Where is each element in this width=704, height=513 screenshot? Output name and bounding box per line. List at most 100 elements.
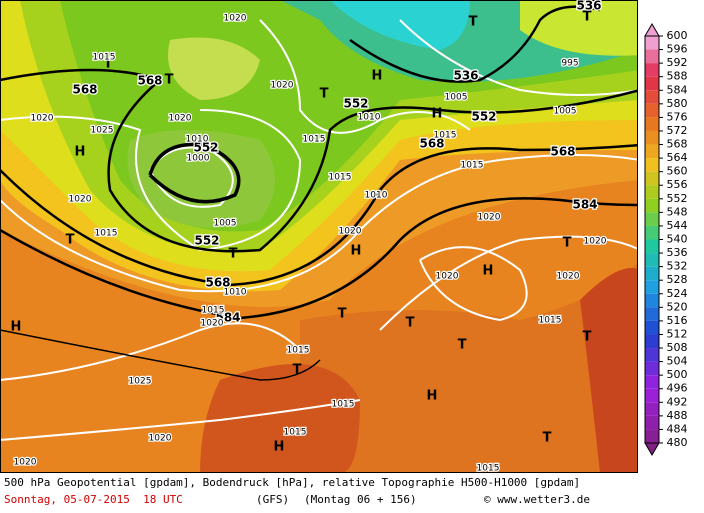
isobar <box>0 322 301 381</box>
isobar-label: 1005 <box>214 219 237 229</box>
isobar-label: 1020 <box>478 213 501 223</box>
isobar-label: 1010 <box>186 135 209 145</box>
isobar-label: 1010 <box>365 191 388 201</box>
isobar-label: 1020 <box>31 114 54 124</box>
isobar-label: 1015 <box>434 131 457 141</box>
height-line <box>0 68 638 253</box>
color-bar-label: 548 <box>667 205 688 218</box>
color-swatch <box>645 388 659 403</box>
color-swatch <box>645 117 659 131</box>
geopotential-label: 584 <box>215 311 240 325</box>
isobar-label: 1005 <box>554 107 577 117</box>
isobar-label: 1015 <box>95 229 118 239</box>
color-bar-label: 596 <box>667 43 688 56</box>
color-swatch <box>645 375 659 389</box>
color-bar-label: 544 <box>667 219 688 232</box>
pressure-center: H <box>351 244 362 259</box>
pressure-center: T <box>469 15 478 30</box>
isobar-label: 1020 <box>224 14 247 24</box>
geopotential-label: 552 <box>471 110 496 124</box>
isobar-label: 1015 <box>539 316 562 326</box>
isobar-label: 1010 <box>358 113 381 123</box>
color-swatch <box>645 253 659 267</box>
isobar-label: 1020 <box>149 434 172 444</box>
isobar-label: 1020 <box>584 237 607 247</box>
color-swatch <box>645 158 659 172</box>
color-swatch <box>645 402 659 416</box>
caption-line: 500 hPa Geopotential [gpdam], Bodendruck… <box>4 476 581 489</box>
geopotential-label: 536 <box>453 69 478 83</box>
color-swatch <box>645 198 659 213</box>
isobar-label: 1010 <box>224 288 247 298</box>
color-bar-label: 540 <box>667 233 688 246</box>
pressure-center: T <box>104 57 113 72</box>
color-bar-label: 488 <box>667 409 688 422</box>
color-bar-label: 516 <box>667 314 688 327</box>
color-swatch <box>645 225 659 240</box>
color-bar-label: 528 <box>667 273 688 286</box>
color-bar-label: 536 <box>667 246 688 259</box>
pressure-center: H <box>432 107 443 122</box>
geopotential-label: 568 <box>137 74 162 88</box>
geopotential-label: 536 <box>576 0 601 13</box>
color-bar-frame <box>644 35 660 444</box>
color-swatch <box>645 307 659 321</box>
color-bar-label: 496 <box>667 382 688 395</box>
color-bar-label: 508 <box>667 341 688 354</box>
pressure-center: H <box>274 440 285 455</box>
color-swatch <box>645 361 659 376</box>
isobar <box>379 235 638 331</box>
isobar-label: 1020 <box>557 272 580 282</box>
color-bar-label: 484 <box>667 422 688 435</box>
isobar <box>0 399 361 441</box>
color-bar-label: 556 <box>667 178 688 191</box>
color-bar-label: 492 <box>667 395 688 408</box>
pressure-center: T <box>293 363 302 378</box>
geopotential-label: 568 <box>205 276 230 290</box>
color-bar-label: 504 <box>667 355 688 368</box>
color-swatch <box>645 348 659 362</box>
geopotential-label: 552 <box>193 141 218 155</box>
color-swatch <box>645 239 659 254</box>
color-bar-label: 592 <box>667 56 688 69</box>
pressure-center: T <box>406 316 415 331</box>
isobar-label: 1020 <box>271 81 294 91</box>
geopotential-label: 568 <box>419 137 444 151</box>
map-field <box>0 0 638 473</box>
pressure-center: T <box>583 330 592 345</box>
color-bar: 6005965925885845805765725685645605565525… <box>644 23 688 456</box>
isobar-label: 1020 <box>201 319 224 329</box>
color-bar-label: 580 <box>667 97 688 110</box>
color-bar-label: 532 <box>667 260 688 273</box>
isobar-label: 1005 <box>445 93 468 103</box>
height-line <box>148 142 241 204</box>
geopotential-label: 552 <box>194 234 219 248</box>
color-swatch <box>645 415 659 430</box>
geopotential-label: 552 <box>343 97 368 111</box>
pressure-center: H <box>427 389 438 404</box>
color-bar-label: 584 <box>667 83 688 96</box>
isobar-label: 1025 <box>129 377 152 387</box>
color-swatch <box>645 266 659 281</box>
color-bar-label: 512 <box>667 327 688 340</box>
color-swatch <box>645 185 659 199</box>
height-line <box>0 143 638 287</box>
color-swatch <box>645 293 659 308</box>
geopotential-lines <box>0 5 638 381</box>
geopotential-label: 568 <box>72 83 97 97</box>
isobar-label: 1020 <box>436 272 459 282</box>
color-swatch <box>645 76 659 91</box>
pressure-center: H <box>75 145 86 160</box>
isobar-label: 1015 <box>329 173 352 183</box>
pressure-center: T <box>165 73 174 88</box>
isobar-label: 1020 <box>14 458 37 468</box>
caption-copyright: © www.wetter3.de <box>484 493 590 506</box>
color-bar-label: 524 <box>667 287 688 300</box>
pressure-center: T <box>66 233 75 248</box>
pressure-center: T <box>458 338 467 353</box>
color-swatch <box>645 49 659 64</box>
pressure-center: H <box>11 320 22 335</box>
isobar-label: 1025 <box>91 126 114 136</box>
isobar <box>399 19 638 96</box>
